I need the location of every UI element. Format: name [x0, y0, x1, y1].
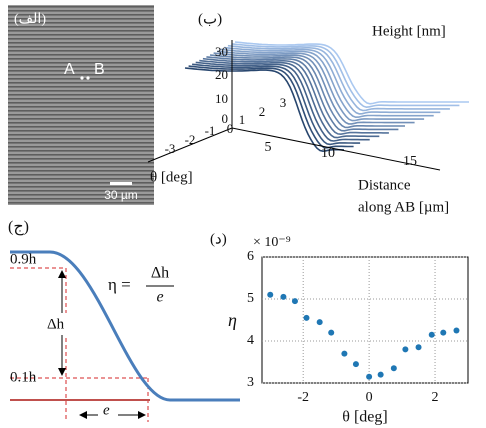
scale-label: 30 µm: [104, 188, 138, 202]
formula: η =: [108, 275, 131, 294]
axis-label: Height [nm]: [372, 23, 446, 39]
profile-curve: [213, 52, 415, 125]
profile-curve: [217, 50, 425, 122]
distance-tick-label: 15: [403, 154, 417, 169]
x-axis-label: θ [deg]: [342, 409, 387, 426]
data-point: [267, 291, 274, 298]
theta-tick-label: 2: [259, 104, 266, 119]
theta-tick-label: -2: [185, 132, 196, 147]
y-axis-label: η: [228, 310, 237, 330]
profile-curve: [192, 63, 361, 146]
panel-label: (د): [210, 231, 227, 247]
x-tick-label: 0: [366, 390, 373, 405]
data-point: [428, 331, 435, 338]
data-point: [377, 371, 384, 378]
z-tick-label: 0: [222, 111, 229, 126]
y-tick-label: 6: [247, 249, 254, 264]
y-tick-label: 3: [247, 375, 254, 390]
plot-frame: [261, 256, 469, 384]
panel-label: (الف): [14, 12, 46, 27]
profile-curve: [206, 56, 399, 132]
distance-tick-label: 5: [265, 140, 272, 155]
profile-curve: [188, 65, 354, 149]
point-label: A: [64, 61, 75, 78]
theta-tick-label: -3: [165, 141, 176, 156]
profile-curve: [10, 250, 240, 402]
profile-curve: [202, 57, 389, 136]
profile-curve: [209, 54, 405, 129]
theta-tick-label: 1: [239, 112, 246, 127]
profile-curve: [224, 46, 441, 115]
profile-curve: [231, 43, 460, 109]
annotation: e: [103, 402, 110, 418]
panel-label: (ب): [198, 11, 222, 27]
micrograph: [8, 5, 154, 205]
data-point: [316, 319, 323, 326]
data-point: [402, 346, 409, 353]
z-tick-label: 30: [215, 44, 228, 59]
data-point: [291, 298, 298, 305]
formula: e: [156, 289, 163, 306]
label-bg: [98, 405, 118, 421]
theta-tick-label: -1: [205, 123, 216, 138]
theta-tick-label: 0: [227, 121, 234, 136]
axis-label: Distance: [358, 177, 411, 193]
point: [86, 76, 90, 80]
annotation: 0.9h: [10, 251, 37, 267]
data-point: [390, 365, 397, 372]
axis-exponent: × 10⁻⁹: [253, 235, 291, 250]
profile-curve: [184, 67, 345, 153]
axis: [231, 127, 441, 171]
z-tick-label: 20: [215, 67, 228, 82]
profile-curve: [227, 44, 450, 112]
profile-curve: [220, 48, 434, 119]
label-bg: [42, 313, 72, 335]
profile-curve: [199, 59, 380, 139]
data-point: [366, 373, 373, 380]
axis: [147, 127, 233, 163]
profile-curve: [195, 61, 370, 142]
formula: Δh: [151, 265, 169, 282]
data-point: [453, 327, 460, 334]
y-tick-label: 5: [247, 291, 254, 306]
z-tick-label: 10: [215, 91, 228, 106]
profile-curve: [234, 41, 469, 105]
y-tick-label: 4: [247, 333, 254, 348]
axis-label: along AB [µm]: [358, 199, 449, 215]
panel-label: (ج): [8, 219, 29, 236]
x-tick-label: -2: [297, 390, 309, 405]
data-point: [303, 314, 310, 321]
data-point: [352, 361, 359, 368]
data-point: [328, 329, 335, 336]
scale-bar: [110, 182, 132, 185]
point-label: B: [94, 61, 105, 78]
data-point: [415, 344, 422, 351]
data-point: [280, 293, 287, 300]
annotation: Δh: [47, 316, 65, 332]
waterfall-plot: [184, 41, 469, 153]
distance-tick-label: 10: [321, 146, 335, 161]
data-point: [440, 329, 447, 336]
point: [80, 76, 84, 80]
theta-tick-label: 3: [280, 95, 287, 110]
axis-label: θ [deg]: [150, 169, 193, 185]
x-tick-label: 2: [432, 390, 439, 405]
data-point: [341, 350, 348, 357]
annotation: 0.1h: [10, 369, 37, 385]
